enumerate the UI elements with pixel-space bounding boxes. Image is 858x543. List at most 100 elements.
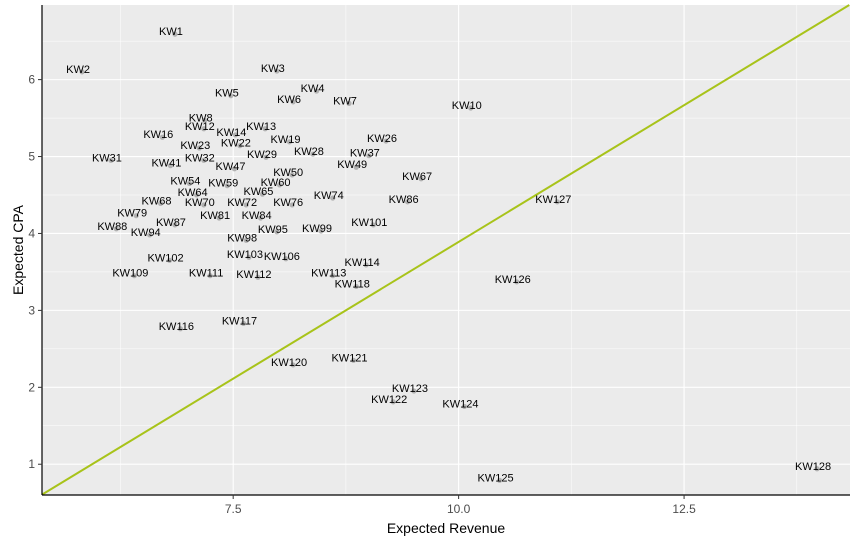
data-point [207, 273, 213, 279]
data-point [346, 100, 352, 106]
data-point [202, 117, 208, 123]
point-label: KW88 [97, 221, 127, 233]
point-label: KW6 [277, 94, 301, 106]
data-point [366, 153, 372, 159]
data-point [201, 157, 207, 163]
data-point [262, 126, 268, 132]
data-point [243, 237, 249, 243]
point-label: KW103 [227, 249, 263, 261]
data-point [370, 222, 376, 228]
point-label: KW118 [335, 278, 370, 290]
point-label: KW3 [261, 63, 285, 75]
point-label: KW67 [402, 171, 432, 183]
data-point [496, 477, 503, 483]
x-tick-label: 7.5 [225, 502, 242, 516]
point-label: KW31 [92, 152, 122, 164]
point-label: KW10 [452, 100, 482, 112]
point-label: KW28 [294, 146, 324, 158]
point-label: KW79 [117, 208, 147, 220]
point-label: KW49 [337, 159, 367, 171]
data-point [290, 99, 296, 105]
point-label: KW37 [350, 148, 380, 160]
point-label: KW74 [314, 190, 344, 202]
point-label: KW59 [208, 178, 238, 190]
data-point [216, 215, 222, 221]
data-point [240, 320, 247, 326]
point-label: KW50 [273, 167, 303, 179]
point-label: KW125 [478, 472, 514, 484]
x-tick-label: 12.5 [672, 502, 696, 516]
data-point [350, 357, 357, 363]
point-label: KW112 [236, 269, 271, 281]
point-label: KW23 [180, 140, 210, 152]
data-point [289, 202, 295, 208]
y-axis-title: Expected CPA [10, 204, 26, 295]
point-label: KW54 [170, 175, 200, 187]
data-point [186, 180, 192, 186]
data-point [133, 213, 139, 219]
point-label: KW109 [112, 268, 148, 280]
data-point [814, 466, 820, 472]
data-point [290, 362, 296, 368]
data-point [289, 172, 295, 178]
points [79, 31, 820, 483]
data-point [196, 145, 202, 151]
data-point [353, 283, 359, 290]
point-label: KW122 [371, 394, 407, 406]
data-point [172, 222, 178, 228]
point-label: KW101 [351, 217, 387, 229]
data-point [330, 273, 336, 279]
point-label: KW29 [247, 149, 277, 161]
point-label: KW128 [795, 461, 831, 473]
y-tick-label: 3 [28, 303, 35, 317]
point-label: KW2 [66, 64, 90, 76]
point-label: KW14 [216, 127, 246, 139]
data-point [157, 200, 164, 206]
point-label: KW113 [311, 268, 346, 280]
data-point [228, 93, 234, 99]
point-label: KW64 [178, 187, 208, 199]
data-point [159, 134, 165, 140]
reference-line [41, 4, 850, 496]
y-tick-label: 1 [28, 457, 35, 471]
data-point [383, 138, 389, 144]
data-point [310, 151, 316, 157]
y-tick-label: 5 [28, 150, 35, 164]
data-point [246, 254, 252, 260]
point-label: KW1 [159, 26, 183, 38]
data-point [259, 191, 266, 197]
point-label: KW16 [143, 129, 173, 141]
point-label: KW116 [159, 321, 194, 333]
data-point [554, 199, 560, 205]
point-label: KW7 [333, 95, 357, 107]
data-point [283, 256, 289, 262]
point-label: KW4 [301, 83, 325, 95]
data-point [330, 195, 336, 201]
point-label: KW121 [331, 352, 367, 364]
point-label: KW13 [246, 121, 276, 133]
data-point [177, 326, 183, 332]
data-point [108, 157, 114, 163]
data-point [461, 403, 468, 410]
point-label: KW86 [389, 194, 419, 206]
point-label: KW47 [215, 161, 245, 173]
data-point [263, 154, 269, 160]
point-label: KW102 [148, 252, 184, 264]
point-label: KW32 [185, 152, 215, 164]
data-point [411, 388, 417, 394]
data-point [286, 139, 293, 145]
point-label: KW65 [243, 186, 273, 198]
data-point [276, 182, 283, 188]
data-point [274, 229, 280, 235]
data-point [274, 68, 280, 74]
point-label: KW26 [367, 133, 397, 145]
data-point [390, 399, 396, 405]
point-label: KW95 [258, 224, 288, 236]
ticks: 7.5 10.0 12.5 1 2 3 4 5 6 [28, 73, 696, 516]
data-point [243, 202, 249, 208]
point-label: KW111 [189, 268, 223, 280]
point-label: KW76 [273, 197, 303, 209]
point-label: KW22 [221, 138, 251, 150]
